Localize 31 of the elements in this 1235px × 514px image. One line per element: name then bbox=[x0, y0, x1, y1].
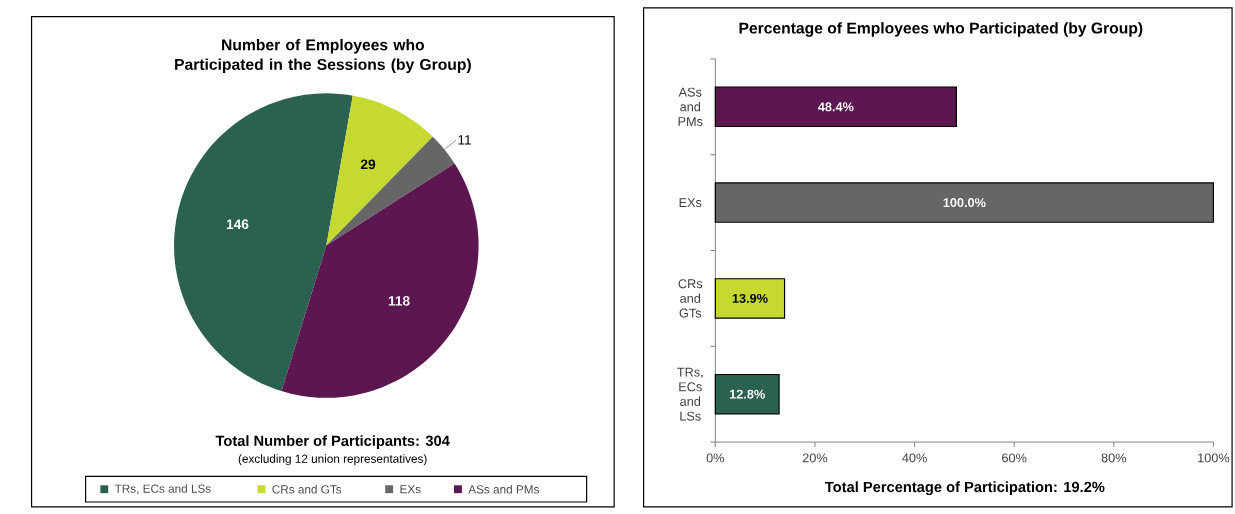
data-label: 13.9% bbox=[732, 293, 768, 304]
data-label: 11 bbox=[458, 135, 471, 145]
chart-title: Percentage of Employees who Participated (by Group) bbox=[739, 22, 1143, 37]
x-tick-label: 0% bbox=[706, 453, 725, 463]
chart-title: Number of Employees who Participated in the Sessions (by Group) bbox=[175, 39, 471, 74]
bar bbox=[714, 182, 1214, 223]
data-label: 29 bbox=[360, 159, 376, 170]
text: (excluding 12 union representatives) bbox=[238, 454, 427, 466]
legend-label: TRs, ECs and LSs bbox=[114, 484, 211, 495]
legend-label: CRs and GTs bbox=[272, 485, 342, 494]
data-label: 100.0% bbox=[943, 198, 986, 208]
x-tick-label: 60% bbox=[1002, 453, 1027, 463]
bar bbox=[714, 374, 780, 415]
y-tick-label: ASs and PMs bbox=[678, 87, 703, 127]
data-label: 48.4% bbox=[818, 102, 854, 112]
text: Total Number of Participants: 304 bbox=[215, 435, 450, 450]
x-tick-label: 80% bbox=[1101, 453, 1127, 463]
y-tick-label: TRs, ECs and LSs bbox=[677, 367, 703, 421]
y-tick-label: EXs bbox=[679, 198, 702, 208]
legend-label: ASs and PMs bbox=[468, 485, 539, 494]
data-label: 12.8% bbox=[729, 389, 765, 399]
bar bbox=[714, 278, 786, 319]
x-tick-label: 20% bbox=[802, 453, 828, 463]
text: Total Percentage of Participation: 19.2% bbox=[824, 481, 1105, 496]
data-label: 118 bbox=[388, 296, 410, 306]
data-label: 146 bbox=[226, 219, 249, 230]
x-tick-label: 100% bbox=[1198, 453, 1230, 463]
y-tick-label: CRs and GTs bbox=[678, 279, 703, 318]
x-tick-label: 40% bbox=[902, 453, 927, 463]
bar bbox=[714, 86, 957, 128]
legend-label: EXs bbox=[400, 485, 421, 494]
